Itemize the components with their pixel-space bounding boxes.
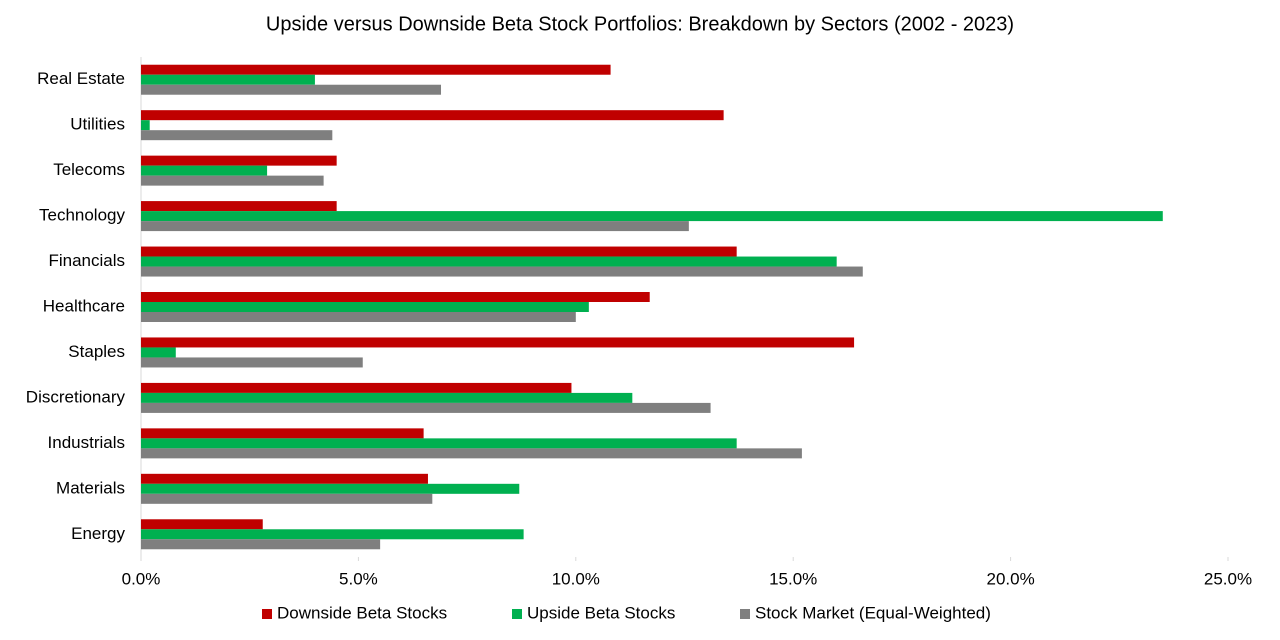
y-tick-label: Energy <box>71 524 125 543</box>
bar <box>141 529 524 540</box>
bar <box>141 84 442 95</box>
x-tick-label: 0.0% <box>122 569 161 588</box>
bar <box>141 392 633 403</box>
legend-label: Downside Beta Stocks <box>277 603 447 622</box>
bar <box>141 155 337 166</box>
bar <box>141 120 150 131</box>
bar <box>141 266 863 277</box>
y-tick-label: Financials <box>48 251 125 270</box>
bar <box>141 130 333 141</box>
x-tick-label: 5.0% <box>339 569 378 588</box>
bar <box>141 221 689 232</box>
bar <box>141 175 324 186</box>
bar <box>141 448 802 459</box>
y-tick-label: Real Estate <box>37 69 125 88</box>
bar <box>141 302 589 312</box>
chart-title: Upside versus Downside Beta Stock Portfo… <box>266 13 1014 35</box>
bar <box>141 246 737 257</box>
bar <box>141 337 855 348</box>
y-tick-label: Telecoms <box>53 160 125 179</box>
bar <box>141 493 433 504</box>
legend-swatch <box>740 609 750 619</box>
y-tick-label: Industrials <box>48 433 125 452</box>
bar <box>141 312 576 322</box>
bar <box>141 347 176 358</box>
legend-swatch <box>262 609 272 619</box>
bar <box>141 64 611 75</box>
x-tick-label: 15.0% <box>769 569 817 588</box>
bar <box>141 201 337 212</box>
bar <box>141 74 315 85</box>
bar <box>141 165 268 176</box>
x-tick-label: 10.0% <box>552 569 600 588</box>
x-tick-label: 20.0% <box>986 569 1034 588</box>
legend-label: Stock Market (Equal-Weighted) <box>755 603 991 622</box>
y-tick-label: Utilities <box>70 115 125 134</box>
bar <box>141 292 650 302</box>
bar <box>141 473 428 484</box>
bar <box>141 539 381 550</box>
bar <box>141 357 363 368</box>
bar <box>141 211 1163 222</box>
bar <box>141 110 724 121</box>
bar <box>141 256 837 267</box>
y-tick-label: Staples <box>68 342 125 361</box>
y-tick-label: Materials <box>56 478 125 497</box>
bar <box>141 438 737 449</box>
y-tick-label: Healthcare <box>43 296 125 315</box>
y-tick-label: Technology <box>39 206 126 225</box>
bar <box>141 483 520 494</box>
legend-swatch <box>512 609 522 619</box>
bar <box>141 382 572 393</box>
bar <box>141 519 263 530</box>
bar <box>141 402 711 413</box>
bar <box>141 428 424 439</box>
y-tick-label: Discretionary <box>26 387 126 406</box>
x-tick-label: 25.0% <box>1204 569 1252 588</box>
legend-label: Upside Beta Stocks <box>527 603 675 622</box>
